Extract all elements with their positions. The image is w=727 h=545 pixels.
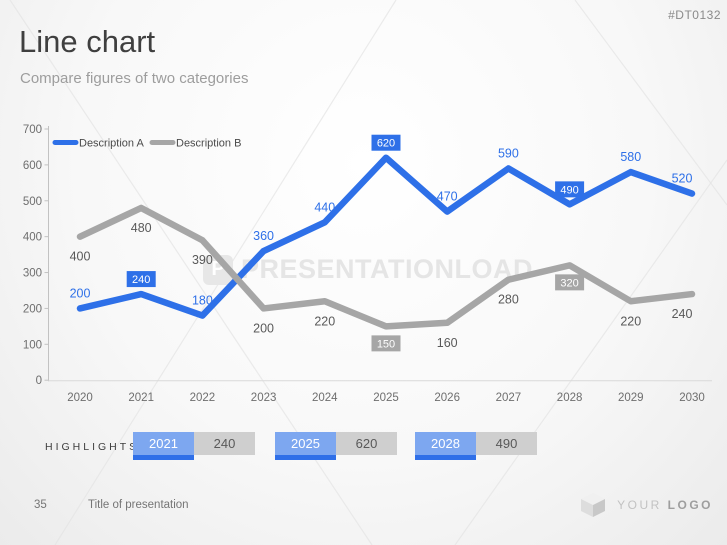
svg-text:2030: 2030 xyxy=(679,392,705,404)
footer-presentation-title: Title of presentation xyxy=(88,499,189,511)
highlights-row: HIGHLIGHTS 2021 240 2025 620 2028 490 xyxy=(0,432,727,462)
svg-text:490: 490 xyxy=(560,184,578,196)
svg-text:160: 160 xyxy=(437,336,458,350)
highlight-item: 2025 620 xyxy=(275,432,397,460)
svg-text:2024: 2024 xyxy=(312,392,338,404)
svg-text:580: 580 xyxy=(620,150,641,164)
svg-text:2025: 2025 xyxy=(373,392,399,404)
svg-text:300: 300 xyxy=(23,268,42,280)
svg-text:0: 0 xyxy=(36,375,42,387)
watermark-text: PRESENTATIONLOAD xyxy=(241,254,534,284)
line-chart: 0 100 200 300 400 500 600 700 2020 2021 2022 2023 20… xyxy=(23,124,712,404)
svg-text:400: 400 xyxy=(23,232,42,244)
svg-text:400: 400 xyxy=(70,250,91,264)
svg-text:280: 280 xyxy=(498,293,519,307)
product-code: #DT0132 xyxy=(668,8,721,22)
highlight-item: 2021 240 xyxy=(133,432,255,460)
svg-text:2020: 2020 xyxy=(67,392,93,404)
svg-text:2022: 2022 xyxy=(190,392,216,404)
svg-text:240: 240 xyxy=(132,274,150,286)
highlight-value-badge: 620 xyxy=(336,432,397,455)
svg-text:500: 500 xyxy=(23,196,42,208)
page-title: Line chart xyxy=(19,24,156,59)
svg-text:150: 150 xyxy=(377,338,395,350)
svg-text:2021: 2021 xyxy=(128,392,154,404)
highlight-value-badge: 490 xyxy=(476,432,537,455)
highlights-label: HIGHLIGHTS xyxy=(45,441,140,453)
highlight-year-badge: 2028 xyxy=(415,432,476,460)
your-logo: YOUR LOGO xyxy=(580,492,713,518)
svg-text:2028: 2028 xyxy=(557,392,583,404)
svg-text:620: 620 xyxy=(377,138,395,150)
svg-text:220: 220 xyxy=(314,314,335,328)
svg-text:200: 200 xyxy=(23,303,42,315)
highlight-year-badge: 2025 xyxy=(275,432,336,460)
svg-text:200: 200 xyxy=(253,321,274,335)
highlight-item: 2028 490 xyxy=(415,432,537,460)
logo-word-light: YOUR xyxy=(617,498,662,512)
svg-text:2027: 2027 xyxy=(496,392,522,404)
svg-text:2023: 2023 xyxy=(251,392,277,404)
highlight-year-badge: 2021 xyxy=(133,432,194,460)
logo-text: YOUR LOGO xyxy=(617,498,713,512)
svg-text:2029: 2029 xyxy=(618,392,644,404)
svg-text:240: 240 xyxy=(672,307,693,321)
svg-text:440: 440 xyxy=(314,200,335,214)
svg-text:100: 100 xyxy=(23,339,42,351)
svg-text:Description A: Description A xyxy=(79,138,144,150)
logo-word-bold: LOGO xyxy=(667,498,713,512)
svg-text:180: 180 xyxy=(192,294,213,308)
svg-text:220: 220 xyxy=(620,314,641,328)
svg-text:470: 470 xyxy=(437,190,458,204)
cube-logo-icon xyxy=(581,493,606,517)
svg-text:200: 200 xyxy=(70,286,91,300)
svg-text:520: 520 xyxy=(672,172,693,186)
svg-text:320: 320 xyxy=(560,277,578,289)
svg-text:2026: 2026 xyxy=(434,392,460,404)
svg-text:Description B: Description B xyxy=(176,138,241,150)
page-number: 35 xyxy=(34,499,47,511)
svg-text:390: 390 xyxy=(192,253,213,267)
highlight-value-badge: 240 xyxy=(194,432,255,455)
svg-text:360: 360 xyxy=(253,229,274,243)
page-subtitle: Compare figures of two categories xyxy=(20,70,249,87)
svg-text:590: 590 xyxy=(498,146,519,160)
svg-text:700: 700 xyxy=(23,124,42,136)
svg-text:480: 480 xyxy=(131,221,152,235)
svg-text:600: 600 xyxy=(23,160,42,172)
